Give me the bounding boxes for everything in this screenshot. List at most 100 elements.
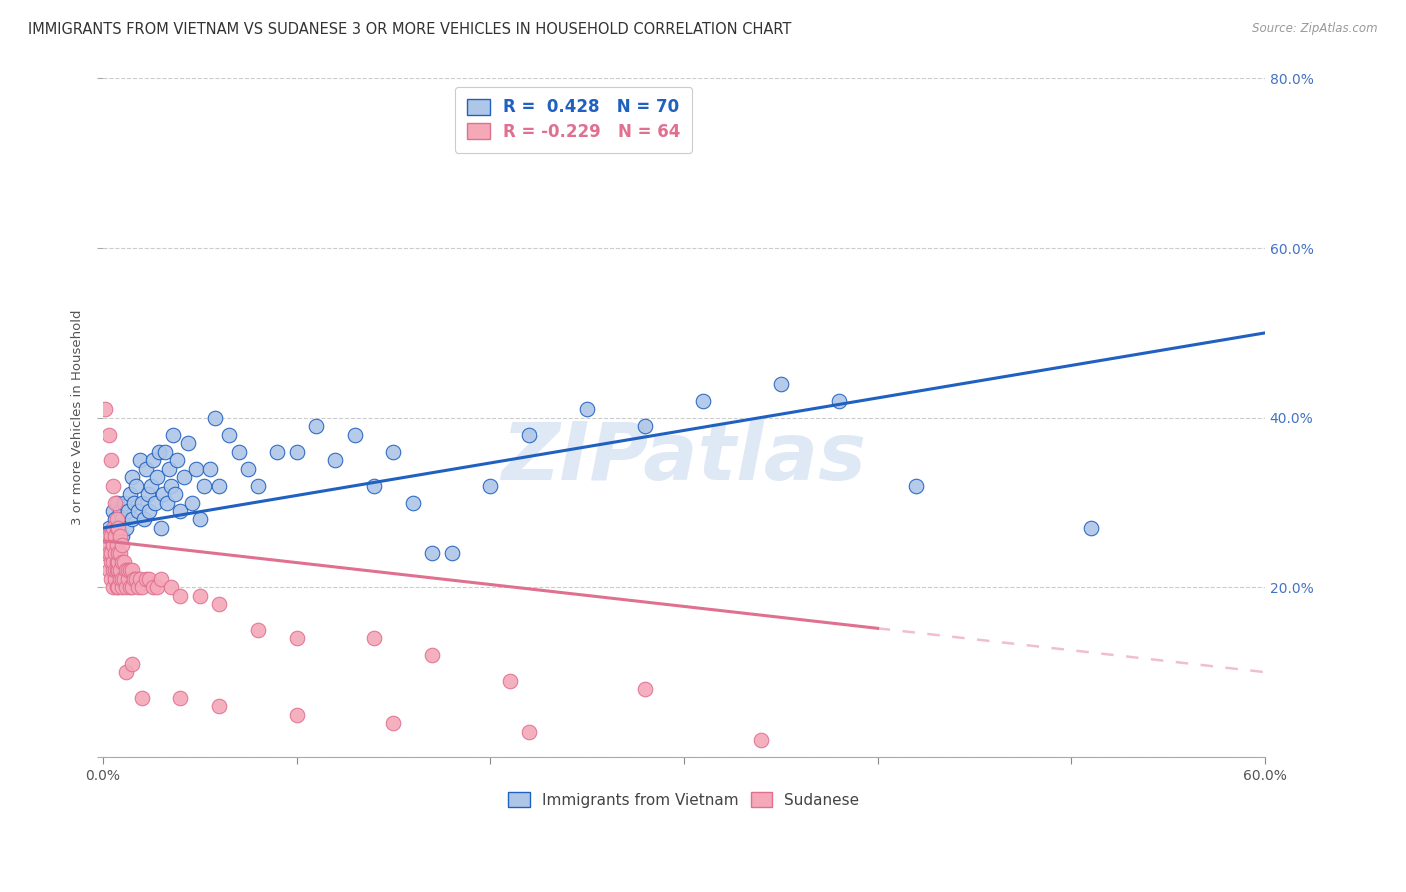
Point: [150, 521, 173, 535]
Point: [305, 419, 328, 434]
Point: [285, 444, 308, 458]
Point: [97, 521, 120, 535]
Point: [634, 419, 657, 434]
Point: [692, 393, 714, 408]
Point: [104, 572, 127, 586]
Point: [127, 504, 149, 518]
Point: [204, 410, 226, 425]
Point: [576, 402, 599, 417]
Y-axis label: 3 or more Vehicles in Household: 3 or more Vehicles in Household: [72, 310, 84, 525]
Point: [121, 512, 143, 526]
Point: [101, 563, 124, 577]
Point: [208, 597, 231, 611]
Point: [138, 504, 160, 518]
Point: [135, 572, 157, 586]
Point: [188, 512, 211, 526]
Point: [120, 563, 142, 577]
Point: [115, 521, 138, 535]
Point: [163, 487, 186, 501]
Point: [131, 690, 153, 705]
Point: [96, 529, 118, 543]
Point: [498, 673, 520, 688]
Point: [115, 563, 138, 577]
Point: [517, 724, 540, 739]
Text: IMMIGRANTS FROM VIETNAM VS SUDANESE 3 OR MORE VEHICLES IN HOUSEHOLD CORRELATION : IMMIGRANTS FROM VIETNAM VS SUDANESE 3 OR…: [28, 22, 792, 37]
Point: [141, 478, 163, 492]
Point: [100, 555, 122, 569]
Point: [218, 427, 240, 442]
Point: [402, 495, 425, 509]
Point: [107, 563, 129, 577]
Point: [110, 504, 132, 518]
Point: [107, 580, 129, 594]
Point: [117, 572, 139, 586]
Point: [120, 580, 142, 594]
Point: [107, 521, 129, 535]
Point: [440, 546, 463, 560]
Point: [111, 512, 134, 526]
Point: [363, 478, 385, 492]
Point: [111, 572, 134, 586]
Point: [156, 495, 179, 509]
Point: [128, 572, 150, 586]
Text: ZIPatlas: ZIPatlas: [502, 419, 866, 498]
Point: [117, 563, 139, 577]
Legend: Immigrants from Vietnam, Sudanese: Immigrants from Vietnam, Sudanese: [502, 786, 866, 814]
Point: [104, 563, 127, 577]
Point: [107, 521, 129, 535]
Point: [97, 529, 120, 543]
Point: [121, 470, 143, 484]
Point: [153, 444, 176, 458]
Point: [188, 589, 211, 603]
Point: [157, 461, 180, 475]
Point: [142, 453, 165, 467]
Point: [343, 427, 366, 442]
Point: [228, 444, 250, 458]
Point: [111, 555, 134, 569]
Point: [208, 699, 231, 714]
Point: [479, 478, 502, 492]
Point: [131, 495, 153, 509]
Point: [146, 580, 169, 594]
Point: [122, 495, 145, 509]
Point: [122, 572, 145, 586]
Point: [285, 631, 308, 645]
Point: [266, 444, 288, 458]
Point: [94, 546, 117, 560]
Point: [105, 580, 128, 594]
Point: [173, 470, 195, 484]
Point: [162, 427, 184, 442]
Point: [420, 546, 443, 560]
Point: [105, 563, 128, 577]
Point: [105, 521, 128, 535]
Point: [169, 589, 191, 603]
Point: [181, 495, 204, 509]
Point: [120, 487, 142, 501]
Point: [111, 580, 134, 594]
Point: [117, 504, 139, 518]
Point: [101, 580, 124, 594]
Point: [159, 478, 181, 492]
Point: [100, 546, 122, 560]
Point: [110, 572, 132, 586]
Point: [184, 461, 207, 475]
Point: [325, 453, 347, 467]
Point: [159, 580, 181, 594]
Point: [112, 555, 135, 569]
Text: Source: ZipAtlas.com: Source: ZipAtlas.com: [1253, 22, 1378, 36]
Point: [150, 572, 173, 586]
Point: [104, 529, 127, 543]
Point: [246, 623, 269, 637]
Point: [104, 495, 127, 509]
Point: [115, 580, 138, 594]
Point: [96, 538, 118, 552]
Point: [105, 538, 128, 552]
Point: [115, 665, 138, 680]
Point: [105, 495, 128, 509]
Point: [110, 563, 132, 577]
Point: [94, 402, 117, 417]
Point: [112, 495, 135, 509]
Point: [127, 580, 149, 594]
Point: [107, 546, 129, 560]
Point: [769, 376, 792, 391]
